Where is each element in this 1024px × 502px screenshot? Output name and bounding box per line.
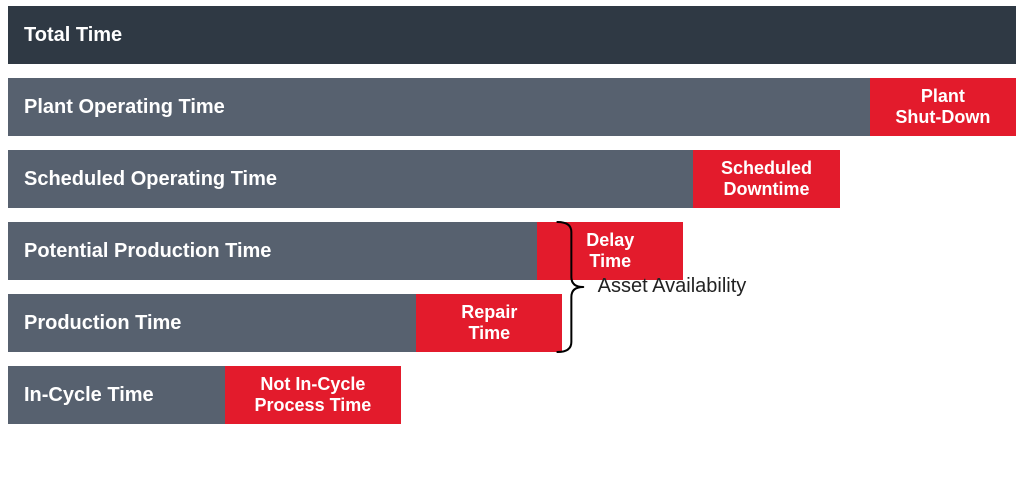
potential-production-bar: Potential Production Time — [8, 222, 537, 280]
asset-availability-label: Asset Availability — [598, 275, 747, 298]
production-label: Production Time — [24, 312, 181, 335]
plant-operating-label: Plant Operating Time — [24, 96, 225, 119]
scheduled-operating-bar: Scheduled Operating Time — [8, 150, 693, 208]
potential-production-loss-label: Delay Time — [586, 230, 634, 271]
total-bar: Total Time — [8, 6, 1016, 64]
plant-operating-bar: Plant Operating Time — [8, 78, 870, 136]
plant-operating-loss-label: Plant Shut-Down — [895, 86, 990, 127]
row-plant-operating: Plant Operating Time Plant Shut-Down — [8, 78, 1016, 136]
row-potential-production: Potential Production Time Delay Time — [8, 222, 1016, 280]
potential-production-loss-bar: Delay Time — [537, 222, 683, 280]
production-loss-bar: Repair Time — [416, 294, 562, 352]
production-bar: Production Time — [8, 294, 416, 352]
plant-operating-loss-bar: Plant Shut-Down — [870, 78, 1016, 136]
scheduled-operating-loss-label: Scheduled Downtime — [721, 158, 812, 199]
production-loss-label: Repair Time — [461, 302, 517, 343]
total-label: Total Time — [24, 24, 122, 47]
time-breakdown-diagram: Total Time Plant Operating Time Plant Shut… — [8, 6, 1016, 424]
in-cycle-loss-bar: Not In-Cycle Process Time — [225, 366, 401, 424]
scheduled-operating-label: Scheduled Operating Time — [24, 168, 277, 191]
row-total: Total Time — [8, 6, 1016, 64]
row-production: Production Time Repair Time — [8, 294, 1016, 352]
row-scheduled-operating: Scheduled Operating Time Scheduled Downti… — [8, 150, 1016, 208]
in-cycle-bar: In-Cycle Time — [8, 366, 225, 424]
in-cycle-label: In-Cycle Time — [24, 384, 154, 407]
potential-production-label: Potential Production Time — [24, 240, 271, 263]
row-in-cycle: In-Cycle Time Not In-Cycle Process Time — [8, 366, 1016, 424]
in-cycle-loss-label: Not In-Cycle Process Time — [255, 374, 372, 415]
scheduled-operating-loss-bar: Scheduled Downtime — [693, 150, 839, 208]
